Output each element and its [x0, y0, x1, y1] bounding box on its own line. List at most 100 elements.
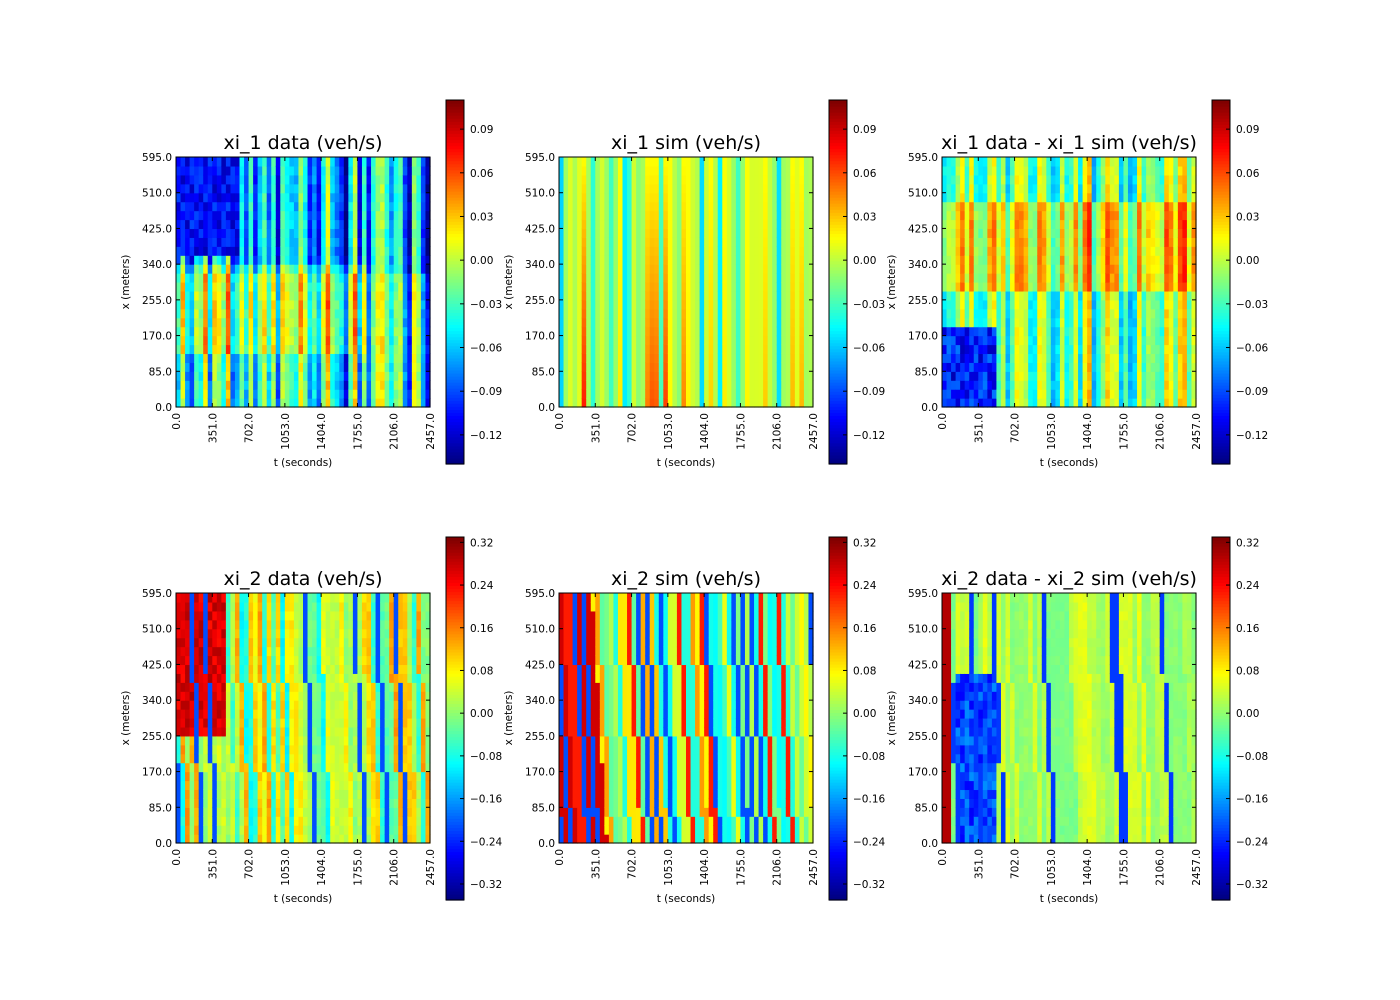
heatmap-cell: [289, 237, 295, 247]
heatmap-cell: [303, 282, 309, 292]
heatmap-cell: [969, 192, 975, 203]
heatmap-cell: [298, 290, 304, 301]
heatmap-cell: [1109, 317, 1115, 328]
heatmap-cell: [726, 389, 732, 399]
heatmap-cell: [973, 165, 979, 176]
heatmap-cell: [969, 317, 975, 328]
heatmap-cell: [1023, 165, 1029, 176]
heatmap-cell: [613, 326, 619, 337]
heatmap-cell: [321, 255, 327, 265]
heatmap-cell: [695, 282, 701, 292]
heatmap-cell: [1114, 219, 1120, 230]
heatmap-cell: [348, 201, 354, 212]
heatmap-cell: [982, 380, 988, 390]
heatmap-cell: [1105, 165, 1111, 176]
heatmap-cell: [1046, 237, 1052, 247]
heatmap-cell: [790, 344, 796, 355]
heatmap-cell: [969, 344, 975, 355]
heatmap-cell: [722, 326, 728, 337]
heatmap-cell: [978, 201, 984, 212]
heatmap-cell: [676, 344, 683, 355]
heatmap-cell: [230, 174, 236, 185]
heatmap-cell: [1073, 165, 1079, 176]
heatmap-cell: [411, 174, 417, 185]
heatmap-cell: [690, 273, 696, 283]
heatmap-cell: [411, 219, 417, 230]
heatmap-cell: [257, 255, 263, 265]
heatmap-cell: [343, 228, 349, 238]
heatmap-cell: [1114, 299, 1120, 310]
heatmap-cell: [955, 317, 961, 328]
heatmap-cell: [1096, 255, 1102, 265]
heatmap-cell: [617, 255, 624, 265]
heatmap-cell: [1155, 237, 1161, 247]
heatmap-cell: [1000, 317, 1007, 328]
heatmap-cell: [275, 335, 281, 346]
heatmap-cell: [1023, 237, 1029, 247]
heatmap-cell: [1127, 344, 1134, 355]
heatmap-cell: [991, 353, 998, 363]
heatmap-cell: [384, 308, 390, 319]
heatmap-cell: [420, 290, 427, 301]
heatmap-cell: [307, 210, 313, 221]
heatmap-cell: [722, 255, 728, 265]
colorbar-segment: [829, 154, 847, 159]
x-tick-label: 2457.0: [808, 413, 820, 450]
heatmap-cell: [969, 174, 975, 185]
heatmap-cell: [225, 192, 232, 203]
heatmap-cell: [1028, 380, 1034, 390]
heatmap-cell: [389, 317, 395, 328]
heatmap-cell: [731, 219, 737, 230]
heatmap-cell: [1091, 344, 1097, 355]
heatmap-cell: [253, 308, 259, 319]
heatmap-cell: [1109, 353, 1115, 363]
heatmap-cell: [631, 174, 637, 185]
heatmap-cell: [667, 273, 673, 283]
heatmap-cell: [951, 371, 957, 381]
heatmap-cell: [330, 335, 336, 346]
heatmap-cell: [604, 255, 610, 265]
heatmap-cell: [754, 157, 760, 167]
heatmap-cell: [951, 362, 957, 372]
colorbar-segment: [446, 124, 464, 128]
heatmap-cell: [645, 273, 651, 283]
heatmap-cell: [713, 246, 719, 256]
heatmap-cell: [640, 273, 646, 283]
heatmap-cell: [1059, 237, 1066, 247]
heatmap-cell: [749, 282, 755, 292]
heatmap-cell: [699, 398, 705, 408]
colorbar-segment: [446, 206, 464, 210]
colorbar-segment: [446, 333, 464, 338]
heatmap-cell: [1050, 299, 1056, 310]
heatmap-cell: [767, 353, 773, 363]
heatmap-cell: [312, 165, 318, 176]
heatmap-cell: [1100, 255, 1106, 265]
heatmap-cell: [1096, 362, 1102, 372]
heatmap-cell: [572, 299, 578, 310]
heatmap-cell: [1168, 317, 1174, 328]
heatmap-cell: [654, 264, 660, 274]
heatmap-cell: [298, 192, 304, 203]
heatmap-cell: [1123, 157, 1129, 167]
heatmap-cell: [321, 299, 327, 310]
heatmap-cell: [672, 246, 678, 256]
heatmap-cell: [744, 290, 751, 301]
heatmap-cell: [568, 299, 574, 310]
heatmap-cell: [790, 183, 796, 194]
heatmap-cell: [964, 246, 970, 256]
heatmap-cell: [577, 228, 583, 238]
heatmap-cell: [230, 299, 236, 310]
heatmap-cell: [785, 264, 791, 274]
heatmap-cell: [321, 398, 327, 408]
heatmap-cell: [744, 326, 751, 337]
heatmap-cell: [402, 255, 408, 265]
heatmap-cell: [398, 326, 404, 337]
heatmap-cell: [695, 201, 701, 212]
heatmap-cell: [631, 290, 637, 301]
colorbar-segment: [446, 239, 464, 244]
heatmap-cell: [627, 353, 633, 363]
heatmap-cell: [398, 174, 404, 185]
heatmap-cell: [380, 192, 386, 203]
heatmap-cell: [366, 237, 372, 247]
heatmap-cell: [375, 157, 381, 167]
